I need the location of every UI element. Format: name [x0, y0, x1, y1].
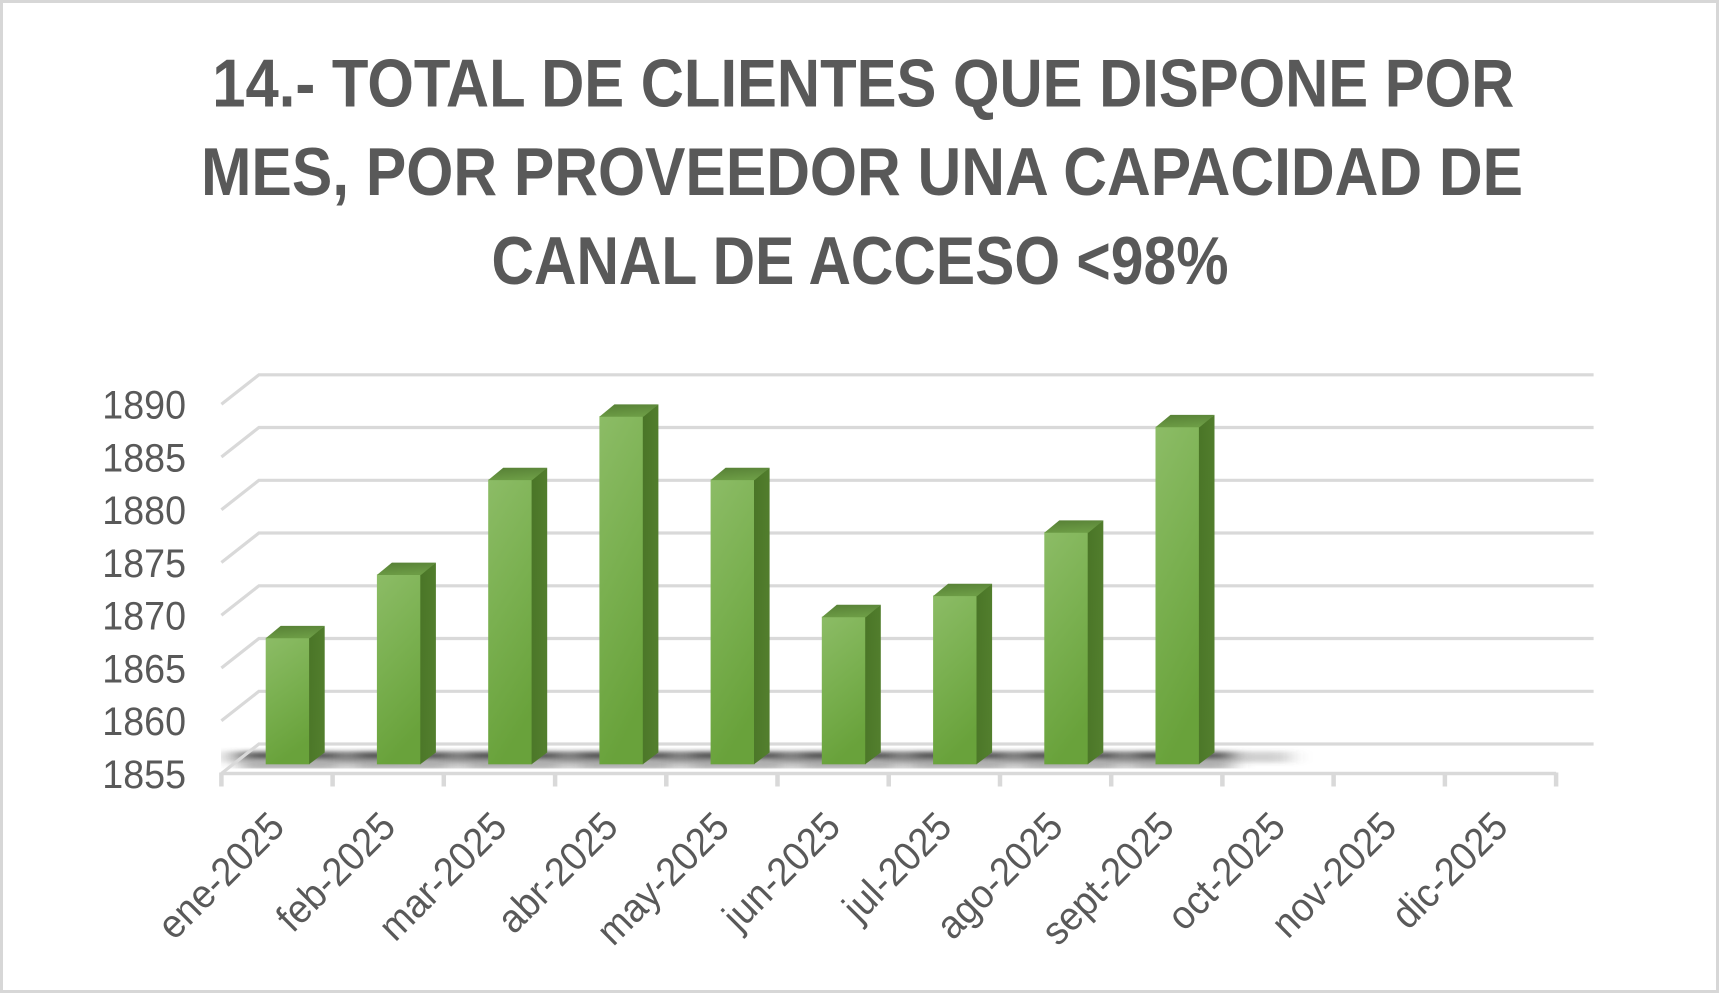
svg-text:1880: 1880: [102, 489, 186, 533]
svg-text:1865: 1865: [102, 647, 186, 691]
svg-text:CANAL DE ACCESO <98%: CANAL DE ACCESO <98%: [492, 224, 1229, 299]
svg-text:1875: 1875: [102, 542, 186, 586]
svg-text:1885: 1885: [102, 436, 186, 480]
svg-text:1855: 1855: [102, 753, 186, 797]
svg-text:1890: 1890: [102, 384, 186, 428]
svg-text:14.- TOTAL DE CLIENTES QUE DIS: 14.- TOTAL DE CLIENTES QUE DISPONE POR: [212, 47, 1514, 122]
svg-text:MES, POR PROVEEDOR UNA CAPACID: MES, POR PROVEEDOR UNA CAPACIDAD DE: [201, 135, 1523, 210]
svg-text:1870: 1870: [102, 595, 186, 639]
svg-text:1860: 1860: [102, 700, 186, 744]
